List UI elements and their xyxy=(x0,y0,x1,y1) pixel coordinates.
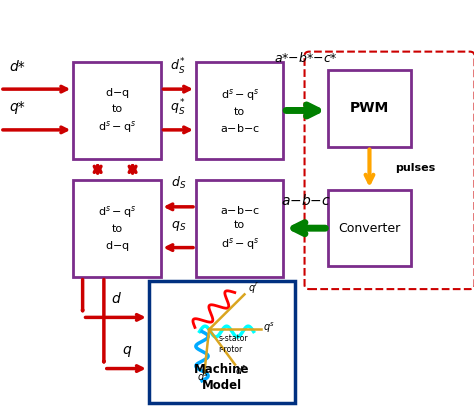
Text: d$^s$: d$^s$ xyxy=(197,371,209,383)
FancyBboxPatch shape xyxy=(196,62,283,159)
Text: d$^s-$q$^s$
to
d$-$q: d$^s-$q$^s$ to d$-$q xyxy=(98,204,136,253)
Text: q$_S$: q$_S$ xyxy=(171,219,186,233)
FancyBboxPatch shape xyxy=(149,281,295,403)
Text: PWM: PWM xyxy=(350,102,389,115)
Text: d$^r$: d$^r$ xyxy=(235,364,246,377)
Text: d$_S^*$: d$_S^*$ xyxy=(170,57,186,77)
Text: d: d xyxy=(111,292,120,306)
Text: d$_S$: d$_S$ xyxy=(171,175,186,191)
Text: Converter: Converter xyxy=(338,222,401,235)
Text: q$^s$: q$^s$ xyxy=(264,320,275,335)
Text: Machine
Model: Machine Model xyxy=(194,363,250,392)
Text: s-stator
r-rotor: s-stator r-rotor xyxy=(219,334,248,354)
FancyBboxPatch shape xyxy=(196,180,283,277)
Text: a*$-$b*$-$c*: a*$-$b*$-$c* xyxy=(274,51,337,65)
Text: q: q xyxy=(122,343,131,357)
Text: d$-$q
to
d$^s-$q$^s$: d$-$q to d$^s-$q$^s$ xyxy=(98,85,136,135)
FancyBboxPatch shape xyxy=(73,180,161,277)
Text: q*: q* xyxy=(9,100,25,114)
Text: a$-$b$-$c
to
d$^s-$q$^s$: a$-$b$-$c to d$^s-$q$^s$ xyxy=(219,204,260,252)
Text: a$-$b$-$c: a$-$b$-$c xyxy=(281,193,331,209)
Text: q$_S^*$: q$_S^*$ xyxy=(170,97,186,118)
FancyBboxPatch shape xyxy=(328,70,411,147)
FancyBboxPatch shape xyxy=(328,190,411,266)
Text: q$^r$: q$^r$ xyxy=(248,280,259,296)
FancyBboxPatch shape xyxy=(73,62,161,159)
Text: d*: d* xyxy=(9,59,25,74)
Text: pulses: pulses xyxy=(395,163,436,173)
Text: d$^s-$q$^s$
to
a$-$b$-$c: d$^s-$q$^s$ to a$-$b$-$c xyxy=(219,87,260,134)
